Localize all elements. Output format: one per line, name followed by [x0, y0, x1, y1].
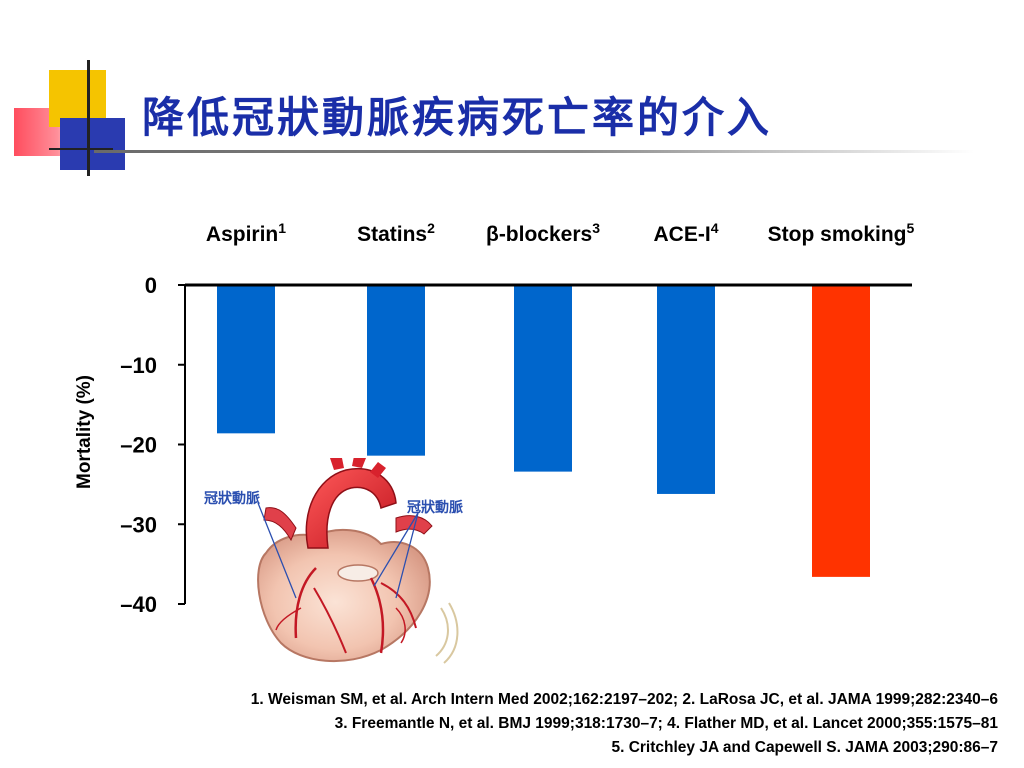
bar-aspirin: [217, 285, 275, 434]
category-label: Aspirin1: [206, 220, 286, 246]
category-label: Stop smoking5: [768, 220, 915, 246]
reference-line: 5. Critchley JA and Capewell S. JAMA 200…: [611, 739, 998, 756]
y-tick-label: –20: [120, 433, 157, 458]
bar-stop-smoking: [812, 285, 870, 577]
decor-blue-block: [60, 118, 125, 170]
heart-illustration: [257, 458, 459, 664]
decor-yellow-block: [49, 70, 106, 127]
decor-vertical-line: [87, 60, 90, 176]
y-tick-label: –40: [120, 592, 157, 617]
title-divider: [94, 150, 974, 153]
reference-line: 3. Freemantle N, et al. BMJ 1999;318:173…: [334, 715, 998, 732]
y-tick-label: –30: [120, 512, 157, 537]
reference-line: 1. Weisman SM, et al. Arch Intern Med 20…: [250, 691, 998, 708]
decor-horizontal-line: [49, 148, 113, 150]
bars-layer: [217, 285, 870, 577]
y-tick-label: 0: [145, 273, 157, 298]
bar-ace-i: [657, 285, 715, 494]
category-label: Statins2: [357, 220, 435, 246]
labels-layer: 0 –10 –20 –30 –40 Mortality (%) Aspirin1 Statin…: [74, 220, 915, 617]
bar-statins: [367, 285, 425, 456]
y-tick-label: –10: [120, 353, 157, 378]
references: 1. Weisman SM, et al. Arch Intern Med 20…: [8, 688, 998, 760]
category-label: ACE-I4: [654, 220, 719, 246]
coronary-artery-label-right: 冠狀動脈: [407, 500, 463, 516]
y-axis-title: Mortality (%): [74, 375, 95, 489]
slide-title: 降低冠狀動脈疾病死亡率的介入: [142, 93, 773, 142]
bar-blockers: [514, 285, 572, 472]
coronary-artery-label-left: 冠狀動脈: [204, 491, 260, 507]
axes-layer: [178, 283, 912, 605]
category-label: β-blockers3: [486, 220, 600, 246]
